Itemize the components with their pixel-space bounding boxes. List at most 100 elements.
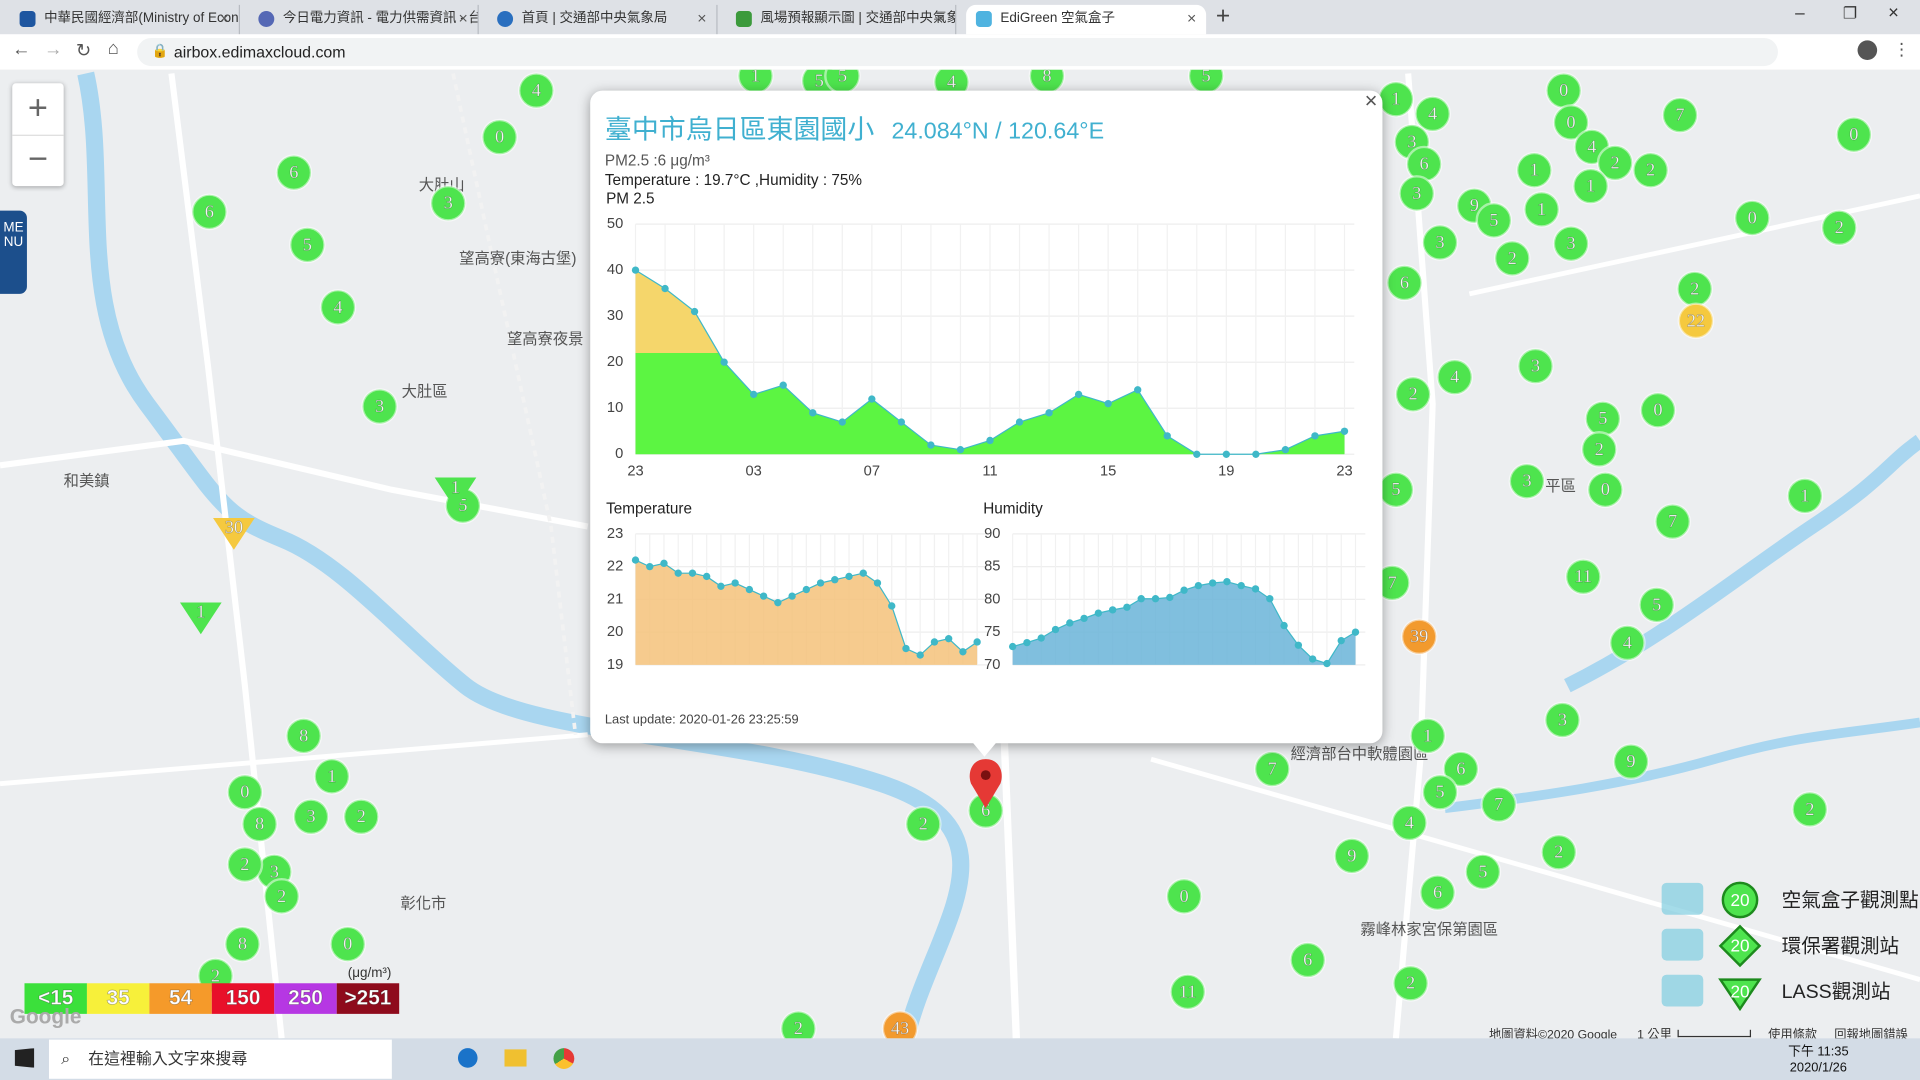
station-marker[interactable]: 3	[429, 184, 467, 222]
station-marker[interactable]: 5	[1377, 471, 1415, 509]
station-marker[interactable]: 8	[1028, 69, 1066, 95]
station-marker[interactable]: 5	[824, 69, 861, 95]
edge-icon[interactable]	[457, 1048, 478, 1068]
station-marker[interactable]: 2	[1392, 964, 1429, 1002]
station-marker[interactable]: 0	[1639, 391, 1677, 429]
window-close[interactable]: ×	[1888, 2, 1899, 24]
station-marker[interactable]: 2	[1580, 431, 1618, 468]
station-marker[interactable]: 4	[1436, 358, 1474, 396]
chrome-icon[interactable]	[553, 1048, 575, 1069]
station-marker[interactable]: 1	[1409, 717, 1447, 755]
station-marker[interactable]: 1	[180, 601, 222, 635]
station-marker[interactable]: 3	[1398, 175, 1436, 212]
station-marker[interactable]: 2	[1820, 209, 1858, 247]
station-marker[interactable]: 2	[342, 798, 380, 836]
station-marker[interactable]: 6	[1419, 874, 1456, 912]
menu-tab[interactable]: MENU	[0, 210, 27, 294]
station-marker[interactable]: 0	[1552, 104, 1590, 141]
station-marker[interactable]: 6	[1405, 145, 1443, 183]
station-marker[interactable]: 1	[1523, 191, 1561, 228]
url-field[interactable]: 🔒 airbox.edimaxcloud.com	[137, 37, 1778, 67]
profile-icon[interactable]	[1857, 40, 1878, 60]
station-marker[interactable]: 22	[1677, 302, 1715, 340]
station-marker[interactable]: 2	[226, 846, 264, 883]
station-marker[interactable]: 1	[1786, 477, 1824, 515]
station-marker[interactable]: 6	[191, 193, 228, 231]
station-marker[interactable]: 2	[1540, 833, 1578, 871]
search-box[interactable]: ⌕ 在這裡輸入文字來搜尋	[48, 1039, 392, 1079]
station-marker[interactable]: 5	[288, 226, 326, 264]
station-marker[interactable]: 43	[881, 1010, 919, 1039]
station-marker[interactable]: 0	[1165, 877, 1203, 915]
station-marker[interactable]: 4	[1391, 804, 1428, 842]
start-button[interactable]	[14, 1048, 35, 1068]
new-tab[interactable]: +	[1215, 2, 1231, 30]
station-marker[interactable]: 5	[1421, 773, 1459, 811]
station-marker[interactable]: 0	[226, 773, 264, 811]
station-marker[interactable]: 0	[1835, 116, 1873, 154]
station-marker[interactable]: 3	[1508, 462, 1546, 500]
window-minimize[interactable]: –	[1795, 2, 1805, 23]
station-marker[interactable]: 3	[1552, 225, 1590, 263]
station-marker[interactable]: 1	[434, 476, 477, 510]
forward-button[interactable]: →	[44, 39, 63, 60]
explorer-icon[interactable]	[504, 1049, 527, 1067]
station-marker[interactable]: 4	[517, 72, 555, 109]
zoom-out[interactable]: −	[27, 139, 48, 178]
back-button[interactable]: ←	[12, 39, 31, 60]
station-marker[interactable]: 3	[1544, 701, 1581, 739]
station-marker[interactable]: 0	[481, 118, 518, 156]
station-marker[interactable]: 11	[1169, 973, 1207, 1011]
station-marker[interactable]: 0	[1545, 72, 1583, 109]
tab[interactable]: 首頁 | 交通部中央氣象局 ×	[487, 4, 718, 35]
station-marker[interactable]: 7	[1654, 503, 1692, 541]
station-marker[interactable]: 4	[1414, 95, 1452, 133]
station-marker[interactable]: 3	[1517, 347, 1554, 385]
station-marker[interactable]: 1	[1572, 167, 1609, 205]
station-marker[interactable]: 2	[1493, 240, 1531, 277]
station-marker[interactable]: 1	[1377, 80, 1415, 118]
station-marker[interactable]: 5	[1187, 69, 1225, 95]
station-marker[interactable]: 5	[1584, 400, 1622, 438]
tab[interactable]: 今日電力資訊 - 電力供需資訊 - 台 ×	[249, 4, 479, 35]
station-marker[interactable]: 1	[313, 757, 351, 795]
station-marker[interactable]: 4	[319, 288, 357, 326]
station-marker[interactable]: 9	[1612, 743, 1650, 781]
station-marker[interactable]: 6	[1289, 941, 1327, 979]
close-button[interactable]: ×	[1364, 88, 1378, 113]
station-marker[interactable]: 5	[1475, 202, 1513, 239]
station-marker[interactable]: 30	[213, 517, 255, 550]
station-marker[interactable]: 6	[1442, 750, 1480, 788]
station-marker[interactable]: 2	[1676, 270, 1714, 308]
selected-pin[interactable]	[969, 759, 1002, 809]
station-marker[interactable]: 7	[1480, 786, 1518, 823]
station-marker[interactable]: 0	[329, 925, 367, 963]
station-marker[interactable]: 1	[737, 69, 774, 95]
station-marker[interactable]: 0	[1733, 199, 1771, 237]
station-marker[interactable]: 2	[1596, 144, 1634, 182]
station-marker[interactable]: 3	[1421, 224, 1459, 261]
station-marker[interactable]: 9	[1333, 837, 1371, 875]
station-marker[interactable]: 11	[1564, 558, 1602, 596]
station-marker[interactable]: 3	[292, 798, 330, 836]
station-marker[interactable]: 5	[1464, 853, 1502, 891]
station-marker[interactable]: 39	[1400, 618, 1438, 656]
reload-button[interactable]: ↻	[75, 40, 92, 62]
station-marker[interactable]: 8	[241, 805, 278, 843]
station-marker[interactable]: 2	[904, 805, 942, 843]
station-marker[interactable]: 1	[1515, 151, 1553, 189]
window-restore[interactable]: ❐	[1842, 3, 1858, 23]
station-marker[interactable]: 2	[1791, 791, 1829, 828]
station-marker[interactable]: 0	[1586, 471, 1624, 509]
station-marker[interactable]: 2	[1394, 375, 1432, 413]
station-marker[interactable]: 5	[1638, 586, 1676, 624]
station-marker[interactable]: 7	[1253, 750, 1291, 788]
station-marker[interactable]: 4	[1608, 624, 1646, 662]
station-marker[interactable]: 2	[780, 1010, 817, 1039]
tab-active[interactable]: EdiGreen 空氣盒子 ×	[966, 4, 1207, 35]
zoom-in[interactable]: +	[12, 83, 64, 136]
station-marker[interactable]: 8	[224, 925, 261, 963]
station-marker[interactable]: 6	[1386, 264, 1423, 302]
station-marker[interactable]: 2	[263, 877, 301, 915]
station-marker[interactable]: 6	[275, 154, 313, 192]
